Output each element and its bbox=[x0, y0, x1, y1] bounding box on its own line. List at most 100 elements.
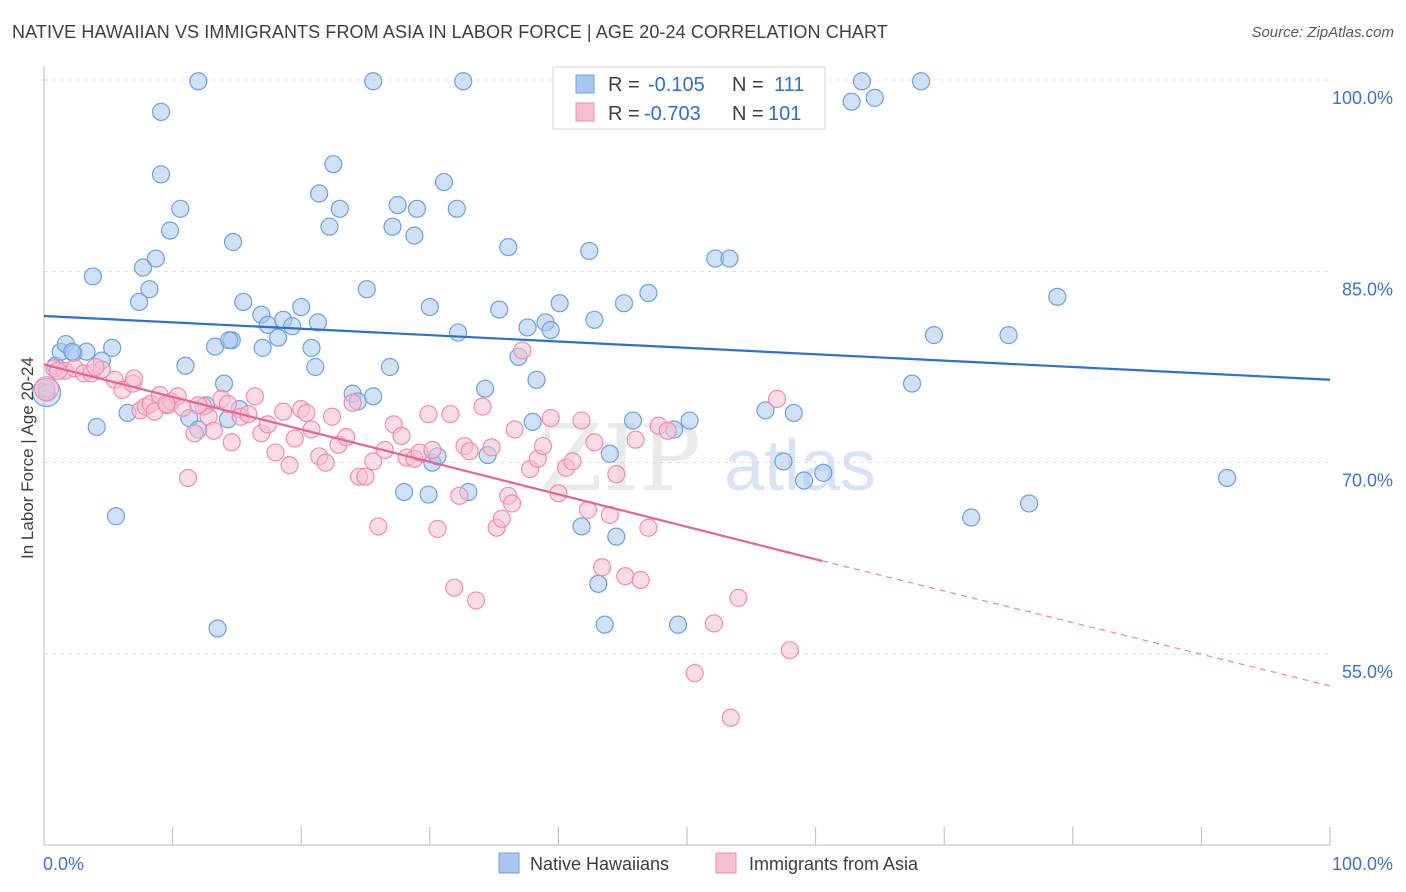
point-immigrant-asia bbox=[450, 486, 469, 505]
point-native-hawaiian bbox=[176, 356, 195, 375]
point-immigrant-asia bbox=[297, 403, 316, 423]
point-native-hawaiian bbox=[1218, 468, 1237, 488]
y-tick-label: 70.0% bbox=[1342, 471, 1393, 491]
point-immigrant-asia bbox=[482, 438, 501, 457]
point-immigrant-asia bbox=[466, 591, 486, 610]
point-immigrant-asia bbox=[369, 517, 388, 536]
point-native-hawaiian bbox=[585, 310, 604, 329]
point-native-hawaiian bbox=[668, 615, 688, 634]
series-legend-label-immigrants-from-asia: Immigrants from Asia bbox=[749, 854, 919, 874]
point-native-hawaiian bbox=[572, 517, 591, 536]
point-immigrant-asia bbox=[616, 567, 635, 586]
legend-r-value-1: -0.105 bbox=[648, 74, 705, 96]
point-native-hawaiian bbox=[623, 411, 643, 430]
x-tick-label-left: 0.0% bbox=[43, 854, 84, 874]
point-immigrant-asia bbox=[445, 578, 464, 597]
point-native-hawaiian bbox=[394, 482, 414, 502]
point-native-hawaiian bbox=[87, 417, 106, 437]
point-native-hawaiian bbox=[283, 317, 302, 336]
point-immigrant-asia bbox=[767, 389, 787, 408]
point-native-hawaiian bbox=[133, 258, 153, 277]
legend-r-label-1: R = bbox=[608, 74, 640, 96]
source-label: Source: ZipAtlas.com bbox=[1251, 24, 1394, 41]
trend-line-immigrants-from-asia bbox=[43, 363, 823, 562]
point-immigrant-asia bbox=[86, 357, 105, 377]
point-native-hawaiian bbox=[208, 619, 227, 638]
stats-legend-box bbox=[552, 66, 826, 130]
point-native-hawaiian bbox=[405, 226, 424, 245]
point-native-hawaiian bbox=[220, 331, 239, 350]
point-immigrant-asia bbox=[274, 402, 293, 421]
point-native-hawaiian bbox=[330, 199, 349, 218]
point-immigrant-asia bbox=[419, 405, 438, 424]
point-native-hawaiian bbox=[756, 401, 775, 420]
point-native-hawaiian bbox=[292, 297, 311, 317]
point-native-hawaiian bbox=[268, 328, 288, 347]
trend-line-extension-immigrants-from-asia bbox=[821, 560, 1331, 687]
y-tick-label: 55.0% bbox=[1342, 662, 1393, 682]
point-immigrant-asia bbox=[266, 443, 285, 462]
point-native-hawaiian bbox=[999, 326, 1018, 345]
point-native-hawaiian bbox=[324, 155, 343, 174]
point-immigrant-asia bbox=[222, 433, 241, 452]
point-native-hawaiian-cluster bbox=[31, 377, 62, 408]
y-tick-label: 85.0% bbox=[1342, 279, 1393, 299]
point-immigrant-asia bbox=[685, 664, 704, 683]
point-native-hawaiian bbox=[364, 387, 383, 406]
point-immigrant-asia bbox=[729, 588, 748, 607]
chart-title: NATIVE HAWAIIAN VS IMMIGRANTS FROM ASIA … bbox=[12, 22, 888, 42]
point-native-hawaiian bbox=[130, 292, 149, 312]
point-immigrant-asia bbox=[218, 394, 237, 414]
legend-r-label-2: R = bbox=[608, 103, 640, 125]
series-legend: Native Hawaiians Immigrants from Asia bbox=[498, 852, 919, 874]
point-immigrant-asia bbox=[428, 519, 447, 539]
point-immigrant-asia bbox=[721, 708, 740, 727]
point-immigrant-asia bbox=[356, 467, 375, 486]
point-native-hawaiian bbox=[814, 463, 833, 482]
point-immigrant-asia bbox=[124, 369, 144, 388]
point-immigrant-asia bbox=[460, 442, 479, 461]
point-native-hawaiian bbox=[419, 485, 438, 504]
point-native-hawaiian bbox=[680, 411, 699, 430]
legend-n-value-1: 111 bbox=[774, 74, 804, 96]
point-native-hawaiian bbox=[842, 92, 861, 111]
point-native-hawaiian bbox=[852, 72, 871, 91]
point-native-hawaiian bbox=[380, 357, 400, 377]
tick-labels: 100.0% 85.0% 70.0% 55.0% bbox=[1332, 88, 1393, 682]
point-native-hawaiian bbox=[448, 323, 468, 342]
point-native-hawaiian bbox=[607, 527, 626, 546]
point-native-hawaiian bbox=[383, 217, 402, 236]
point-native-hawaiian bbox=[308, 313, 328, 332]
point-native-hawaiian bbox=[541, 320, 560, 340]
point-native-hawaiian bbox=[310, 184, 329, 203]
point-native-hawaiian bbox=[434, 172, 454, 192]
point-native-hawaiian bbox=[595, 615, 614, 634]
point-native-hawaiian bbox=[794, 471, 814, 490]
series-legend-swatch-native-hawaiians bbox=[498, 852, 520, 874]
point-native-hawaiian bbox=[364, 72, 383, 91]
point-native-hawaiian bbox=[388, 195, 407, 215]
point-immigrant-asia bbox=[473, 397, 492, 416]
series-legend-label-native-hawaiians: Native Hawaiians bbox=[530, 854, 669, 874]
point-immigrant-asia bbox=[780, 641, 799, 660]
series-legend-swatch-immigrants-from-asia bbox=[715, 852, 737, 874]
point-native-hawaiian bbox=[639, 283, 658, 303]
point-native-hawaiian bbox=[106, 507, 126, 526]
x-tick-label-right: 100.0% bbox=[1332, 854, 1393, 874]
point-native-hawaiian bbox=[357, 280, 376, 299]
point-native-hawaiian bbox=[600, 444, 619, 463]
point-immigrant-asia bbox=[423, 440, 442, 460]
point-native-hawaiian bbox=[420, 297, 439, 317]
point-native-hawaiian bbox=[223, 232, 243, 252]
point-native-hawaiian bbox=[83, 267, 102, 286]
point-immigrant-asia bbox=[563, 452, 582, 471]
point-immigrant-asia bbox=[639, 518, 658, 537]
point-immigrant-asia bbox=[505, 420, 524, 439]
point-native-hawaiian bbox=[151, 102, 171, 121]
point-native-hawaiian bbox=[214, 374, 234, 393]
point-immigrant-asia bbox=[178, 468, 198, 488]
point-immigrant-asia bbox=[245, 387, 265, 406]
legend-n-label-2: N = bbox=[732, 103, 764, 125]
data-points bbox=[31, 72, 1237, 727]
